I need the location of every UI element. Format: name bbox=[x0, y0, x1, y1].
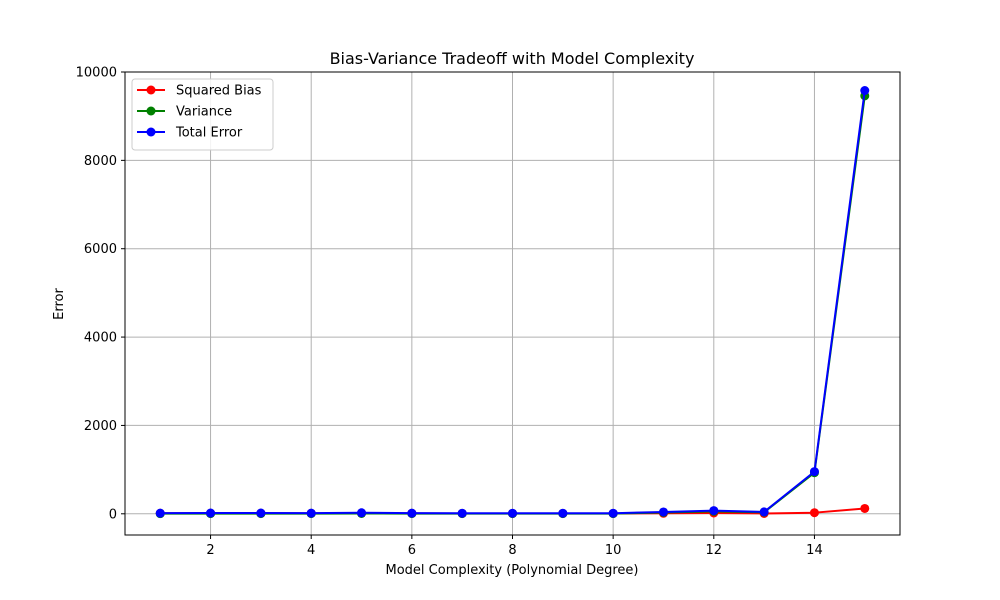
data-point bbox=[155, 508, 165, 518]
legend-marker bbox=[146, 106, 156, 116]
data-point bbox=[809, 508, 819, 518]
x-tick-label: 8 bbox=[508, 543, 516, 558]
ticks: 2 4 6 8 10 12 14 0 2000 4000 6000 8000 10000 bbox=[76, 66, 823, 559]
x-tick-label: 14 bbox=[806, 543, 823, 558]
data-point bbox=[709, 506, 719, 516]
data-point bbox=[558, 508, 568, 518]
legend-box bbox=[131, 78, 274, 151]
y-tick-label: 10000 bbox=[76, 66, 117, 81]
data-point bbox=[860, 86, 870, 96]
data-point bbox=[759, 507, 769, 517]
data-point bbox=[306, 508, 316, 518]
x-tick-label: 12 bbox=[706, 543, 723, 558]
data-point bbox=[608, 508, 618, 518]
data-point bbox=[457, 508, 467, 518]
data-point bbox=[658, 507, 668, 517]
legend-marker bbox=[146, 127, 156, 137]
y-tick-label: 0 bbox=[109, 507, 117, 522]
y-tick-label: 4000 bbox=[84, 331, 117, 346]
series-layer bbox=[155, 86, 870, 519]
legend: Squared Bias Variance Total Error bbox=[131, 78, 274, 151]
data-point bbox=[407, 508, 417, 518]
x-tick-label: 6 bbox=[408, 543, 416, 558]
x-tick-label: 2 bbox=[206, 543, 214, 558]
legend-item: Squared Bias bbox=[137, 84, 262, 99]
x-axis-label: Model Complexity (Polynomial Degree) bbox=[386, 563, 639, 578]
data-point bbox=[508, 508, 517, 518]
chart-title: Bias-Variance Tradeoff with Model Comple… bbox=[330, 49, 695, 68]
legend-marker bbox=[146, 85, 156, 95]
y-axis-label: Error bbox=[52, 288, 67, 320]
series-total-error bbox=[155, 86, 870, 518]
y-tick-label: 6000 bbox=[84, 242, 117, 257]
x-tick-label: 10 bbox=[605, 543, 622, 558]
legend-item: Variance bbox=[137, 105, 232, 120]
data-point bbox=[256, 508, 266, 518]
legend-label: Variance bbox=[176, 105, 232, 120]
legend-label: Total Error bbox=[175, 126, 243, 141]
y-tick-label: 8000 bbox=[84, 154, 117, 169]
data-point bbox=[809, 467, 819, 477]
legend-item: Total Error bbox=[137, 126, 243, 141]
data-point bbox=[206, 508, 216, 518]
data-point bbox=[357, 508, 367, 518]
y-tick-label: 2000 bbox=[84, 419, 117, 434]
legend-label: Squared Bias bbox=[176, 84, 262, 99]
x-tick-label: 4 bbox=[307, 543, 315, 558]
data-point bbox=[860, 503, 870, 513]
